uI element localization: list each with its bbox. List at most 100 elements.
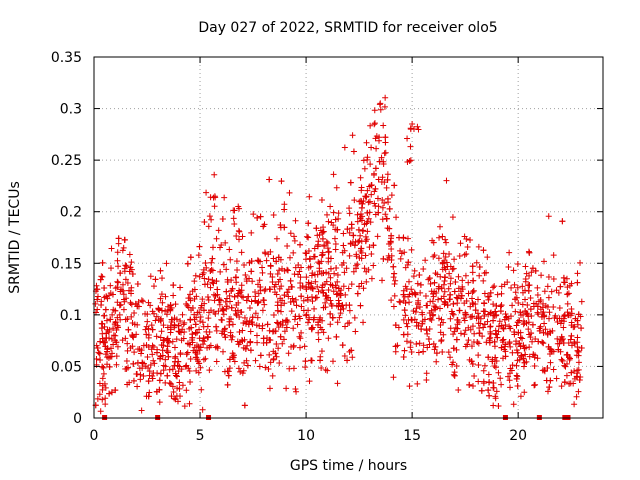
data-point: [565, 312, 572, 319]
data-point: [396, 234, 403, 241]
data-point: [447, 325, 454, 332]
data-point: [397, 299, 404, 306]
data-point: [255, 298, 262, 305]
data-point: [114, 343, 121, 350]
data-point: [271, 283, 278, 290]
data-point: [214, 286, 221, 293]
data-point: [511, 281, 518, 288]
data-point: [487, 289, 494, 296]
data-point: [123, 365, 130, 372]
data-point: [481, 312, 488, 319]
data-point: [213, 327, 220, 334]
data-point: [309, 285, 316, 292]
data-point: [119, 247, 126, 254]
data-point: [303, 274, 310, 281]
data-point: [378, 154, 385, 161]
data-point: [288, 343, 295, 350]
data-point: [213, 323, 220, 330]
data-point: [381, 150, 388, 157]
data-point: [450, 345, 457, 352]
data-point: [532, 336, 539, 343]
data-point: [112, 387, 119, 394]
data-point: [211, 171, 218, 178]
data-point: [311, 271, 318, 278]
data-point: [285, 286, 292, 293]
data-point: [443, 177, 450, 184]
data-point: [421, 316, 428, 323]
data-point: [391, 281, 398, 288]
data-point: [436, 305, 443, 312]
data-point: [443, 259, 450, 266]
data-point: [355, 226, 362, 233]
data-point: [534, 284, 541, 291]
data-point: [303, 233, 310, 240]
data-point: [234, 267, 241, 274]
data-point: [347, 179, 354, 186]
data-point: [508, 284, 515, 291]
data-point: [275, 254, 282, 261]
data-point: [171, 344, 178, 351]
data-point: [407, 344, 414, 351]
data-point: [406, 383, 413, 390]
data-point: [566, 380, 573, 387]
data-point: [145, 393, 152, 400]
data-point: [427, 280, 434, 287]
data-point: [143, 331, 150, 338]
data-point: [142, 326, 149, 333]
data-point: [391, 270, 398, 277]
data-point: [246, 259, 253, 266]
data-point: [323, 238, 330, 245]
data-point: [256, 277, 263, 284]
data-point: [368, 144, 375, 151]
data-point: [525, 326, 532, 333]
data-point: [324, 240, 331, 247]
data-point: [235, 365, 242, 372]
data-point: [400, 331, 407, 338]
data-point: [357, 174, 364, 181]
data-point: [524, 311, 531, 318]
data-point: [457, 240, 464, 247]
data-point: [476, 264, 483, 271]
data-point: [363, 139, 370, 146]
data-point: [518, 352, 525, 359]
data-point: [502, 322, 509, 329]
data-point: [138, 350, 145, 357]
data-point: [334, 380, 341, 387]
data-point: [273, 291, 280, 298]
data-point: [470, 287, 477, 294]
data-point: [490, 317, 497, 324]
data-layer: [92, 94, 585, 415]
data-point: [196, 243, 203, 250]
data-point: [280, 336, 287, 343]
data-point: [521, 345, 528, 352]
data-point: [441, 274, 448, 281]
data-point: [209, 267, 216, 274]
data-point: [361, 265, 368, 272]
x-tick-label: 5: [196, 428, 205, 444]
data-point: [508, 367, 515, 374]
data-point: [229, 333, 236, 340]
data-point: [526, 249, 533, 256]
data-point: [327, 274, 334, 281]
data-point: [559, 357, 566, 364]
data-point: [332, 216, 339, 223]
data-point: [574, 270, 581, 277]
data-point: [498, 290, 505, 297]
data-point: [241, 262, 248, 269]
data-point: [525, 287, 532, 294]
data-point: [515, 329, 522, 336]
data-point: [449, 361, 456, 368]
data-point: [196, 360, 203, 367]
data-point: [222, 334, 229, 341]
data-point: [124, 347, 131, 354]
data-point: [408, 316, 415, 323]
data-point: [514, 319, 521, 326]
data-point: [521, 359, 528, 366]
data-point: [552, 312, 559, 319]
data-point: [457, 330, 464, 337]
data-point: [433, 350, 440, 357]
data-point: [171, 362, 178, 369]
data-point: [392, 277, 399, 284]
data-point: [352, 265, 359, 272]
